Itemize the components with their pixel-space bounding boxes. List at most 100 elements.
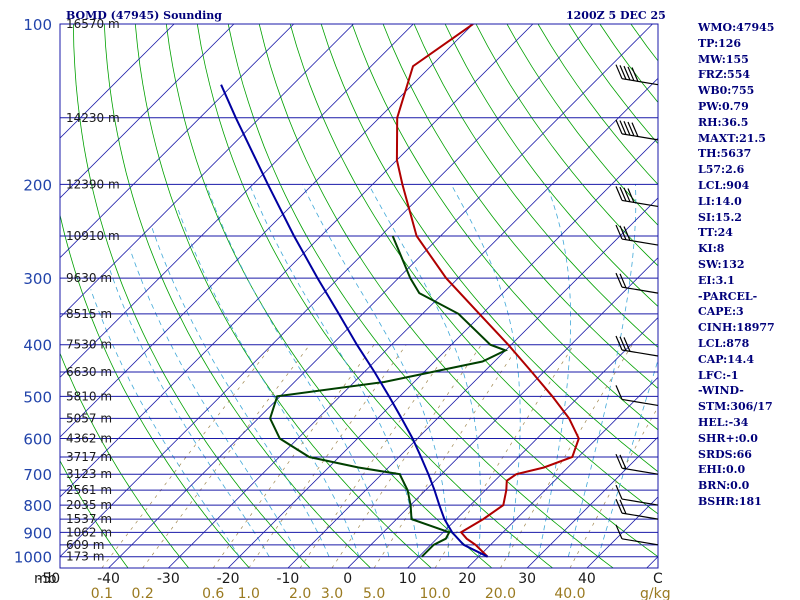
mixing-ratio-line	[248, 344, 407, 568]
pressure-tick-label: 700	[23, 466, 52, 484]
height-label: 1537 m	[66, 512, 112, 526]
index-line: TH:5637	[698, 147, 752, 161]
temperature-tick-label: -30	[157, 571, 180, 587]
dry-adiabat	[134, 24, 432, 568]
height-label: 12390 m	[66, 177, 120, 191]
plot-frame	[59, 23, 659, 569]
index-line: TT:24	[698, 226, 733, 240]
wind-barb	[615, 335, 659, 357]
isotherm	[60, 24, 414, 378]
dewpoint-line	[269, 235, 509, 558]
temperature-tick-label: 0	[343, 571, 352, 587]
height-label: 9630 m	[66, 271, 112, 285]
temperature-tick-label: 20	[458, 571, 476, 587]
dry-adiabat	[60, 352, 190, 568]
wind-barb	[615, 119, 659, 141]
height-label: 2561 m	[66, 483, 112, 497]
isotherm	[60, 24, 235, 199]
index-line: CAP:14.4	[698, 352, 755, 366]
index-line: HEL:-34	[698, 415, 749, 429]
pressure-tick-label: 900	[23, 524, 52, 542]
pressure-tick-label: 300	[23, 270, 52, 288]
height-label: 3717 m	[66, 450, 112, 464]
mixing-ratio-label: 5.0	[363, 586, 385, 600]
moist-adiabat	[302, 184, 450, 557]
height-label: 10910 m	[66, 229, 120, 243]
isotherm	[347, 257, 658, 568]
mixing-ratio-line	[373, 344, 520, 568]
mixing-ratio-label: 0.6	[202, 586, 224, 600]
index-line: CINH:18977	[698, 321, 775, 335]
height-label: 609 m	[66, 538, 104, 552]
index-line: SW:132	[698, 257, 745, 271]
height-label: 3123 m	[66, 467, 112, 481]
index-line: BSHR:181	[698, 494, 762, 508]
height-label: 16570 m	[66, 17, 120, 31]
height-label: 14230 m	[66, 111, 120, 125]
wind-barb	[615, 498, 659, 520]
wind-barb	[615, 385, 659, 407]
index-line: LCL:878	[698, 336, 750, 350]
index-line: MAXT:21.5	[698, 131, 766, 145]
index-line: LI:14.0	[698, 194, 742, 208]
wind-barb	[615, 484, 659, 506]
index-line: PW:0.79	[698, 99, 749, 113]
temperature-tick-label: -40	[97, 571, 120, 587]
moist-adiabat	[109, 270, 270, 557]
mixing-ratio-line	[212, 344, 375, 568]
height-label: 5057 m	[66, 411, 112, 425]
moist-adiabat	[597, 358, 658, 557]
dry-adiabat	[444, 24, 658, 307]
index-line: SHR+:0.0	[698, 431, 758, 445]
index-line: TP:126	[698, 36, 742, 50]
height-label: 173 m	[66, 550, 104, 564]
wind-barb	[615, 224, 659, 246]
isotherm	[60, 24, 175, 139]
temperature-tick-label: -20	[217, 571, 240, 587]
index-line: SI:15.2	[698, 210, 742, 224]
dry-adiabat	[165, 24, 493, 568]
dry-adiabat	[413, 24, 658, 348]
index-line: CAPE:3	[698, 305, 744, 319]
pressure-tick-label: 400	[23, 337, 52, 355]
dry-adiabat	[73, 24, 311, 568]
mixing-ratio-label: 0.1	[91, 586, 113, 600]
dry-adiabat	[196, 24, 553, 568]
pressure-unit-label: mb	[34, 571, 57, 587]
height-label: 6630 m	[66, 365, 112, 379]
index-line: LFC:-1	[698, 368, 739, 382]
isotherm	[60, 24, 534, 498]
plot-area	[60, 24, 658, 568]
index-line: FRZ:554	[698, 68, 751, 82]
mixing-ratio-line	[142, 344, 311, 568]
wind-barb	[615, 453, 659, 475]
mixing-ratio-label: 40.0	[554, 586, 585, 600]
height-label: 2035 m	[66, 498, 112, 512]
isotherm	[60, 24, 593, 558]
parcel-line	[220, 84, 489, 558]
mixing-ratio-label: 20.0	[485, 586, 516, 600]
dry-adiabat	[60, 213, 250, 568]
isotherm	[168, 77, 658, 568]
wind-barb	[615, 272, 659, 294]
index-line: EHI:0.0	[698, 463, 746, 477]
isotherm	[60, 24, 354, 319]
mixing-ratio-label: 0.2	[132, 586, 154, 600]
isotherm	[227, 137, 658, 568]
indices-panel: WMO:47945 TP:126 MW:155 FRZ:554 WB0:755 PW:0.…	[698, 20, 798, 510]
mixing-ratio-line	[299, 344, 453, 568]
temperature-line	[395, 24, 580, 558]
mixing-ratio-unit-label: g/kg	[640, 586, 671, 600]
temperature-tick-label: -50	[37, 571, 60, 587]
index-line: WMO:47945	[698, 21, 775, 34]
isotherm	[60, 24, 474, 438]
temperature-tick-label: 40	[578, 571, 596, 587]
station-title: BOMD (47945) Sounding	[66, 9, 222, 22]
index-line: KI:8	[698, 242, 725, 256]
mixing-ratio-line	[434, 344, 575, 568]
isotherm	[287, 197, 658, 568]
temperature-tick-label: 30	[518, 571, 536, 587]
dry-adiabat	[382, 24, 658, 389]
moist-adiabat	[368, 184, 482, 557]
